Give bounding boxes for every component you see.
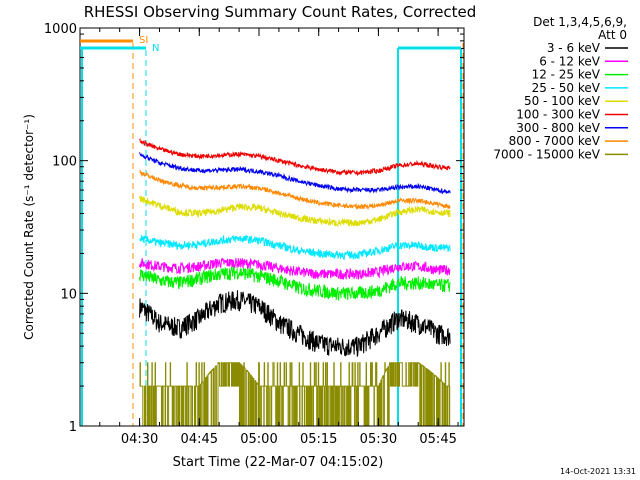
legend-label-3: 25 - 50 keV — [532, 81, 601, 95]
series-line-300to800kev — [139, 152, 451, 195]
legend-label-6: 300 - 800 keV — [516, 121, 600, 135]
legend-label-4: 50 - 100 keV — [524, 94, 601, 108]
legend-label-8: 7000 - 15000 keV — [493, 147, 600, 161]
x-tick-label-1: 04:45 — [181, 432, 218, 447]
y-tick-label-0: 1 — [69, 420, 77, 435]
series-line-6to12kev — [139, 257, 451, 280]
series-line-25to50kev — [139, 234, 451, 261]
x-tick-label-0: 04:30 — [121, 432, 158, 447]
x-axis-label: Start Time (22-Mar-07 04:15:02) — [173, 455, 384, 470]
legend-label-5: 100 - 300 keV — [516, 108, 600, 122]
legend-label-1: 6 - 12 keV — [539, 54, 601, 68]
footer-timestamp: 14-Oct-2021 13:31 — [560, 467, 636, 476]
x-tick-label-2: 05:00 — [240, 432, 277, 447]
y-tick-label-1: 10 — [60, 287, 77, 302]
series-line-3to6kev — [139, 290, 451, 357]
x-tick-label-3: 05:15 — [300, 432, 337, 447]
series-line-50to100kev — [139, 195, 451, 228]
series-layer — [139, 138, 451, 427]
legend-label-2: 12 - 25 keV — [532, 68, 601, 82]
x-tick-label-5: 05:45 — [419, 432, 456, 447]
plot-frame — [79, 27, 465, 427]
y-tick-label-3: 1000 — [44, 22, 77, 37]
x-tick-label-4: 05:30 — [360, 432, 397, 447]
series-line-100to300kev — [139, 138, 451, 177]
legend-header: Det 1,3,4,5,6,9, — [533, 15, 627, 29]
series-line-7000to15000kev — [139, 362, 451, 427]
series-line-12to25kev — [139, 266, 451, 301]
night-interval — [80, 28, 146, 426]
series-line-800to7000kev — [139, 169, 451, 211]
axes: 04:30 04:45 05:00 05:15 05:30 05:45 1 10 100 1000 — [44, 22, 464, 447]
y-axis-label: Corrected Count Rate (s⁻¹ detector⁻¹) — [22, 114, 36, 340]
legend-label-0: 3 - 6 keV — [547, 41, 601, 55]
marker-labels: SI N — [80, 35, 461, 54]
legend-subheader: Att 0 — [598, 28, 627, 42]
y-tick-label-2: 100 — [52, 155, 77, 170]
chart-title: RHESSI Observing Summary Count Rates, Co… — [84, 3, 477, 21]
legend-label-7: 800 - 7000 keV — [509, 134, 601, 148]
shaded-intervals — [80, 28, 146, 426]
saa-label: SI — [139, 35, 148, 46]
night-label: N — [152, 43, 159, 54]
